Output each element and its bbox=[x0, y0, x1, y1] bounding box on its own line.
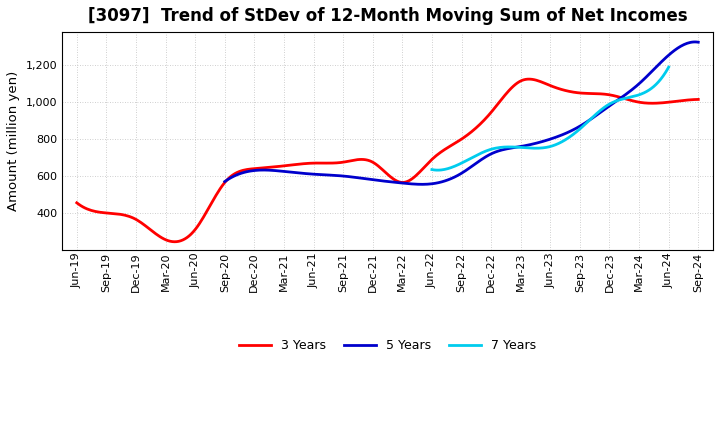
3 Years bbox=[170, 239, 179, 244]
3 Years bbox=[455, 138, 464, 143]
7 Years bbox=[428, 167, 437, 172]
Title: [3097]  Trend of StDev of 12-Month Moving Sum of Net Incomes: [3097] Trend of StDev of 12-Month Moving… bbox=[88, 7, 688, 25]
Line: 5 Years: 5 Years bbox=[225, 42, 698, 184]
3 Years bbox=[640, 100, 649, 106]
Line: 3 Years: 3 Years bbox=[77, 79, 698, 242]
5 Years bbox=[220, 179, 229, 184]
5 Years bbox=[504, 146, 513, 151]
5 Years bbox=[503, 146, 511, 151]
3 Years bbox=[75, 202, 84, 207]
3 Years bbox=[444, 144, 453, 150]
5 Years bbox=[512, 145, 521, 150]
7 Years bbox=[569, 132, 577, 137]
Legend: 3 Years, 5 Years, 7 Years: 3 Years, 5 Years, 7 Years bbox=[239, 339, 536, 352]
3 Years bbox=[442, 146, 451, 151]
5 Years bbox=[694, 40, 703, 45]
7 Years bbox=[665, 65, 673, 70]
7 Years bbox=[570, 132, 578, 137]
7 Years bbox=[433, 168, 442, 173]
5 Years bbox=[621, 92, 630, 97]
5 Years bbox=[418, 182, 427, 187]
5 Years bbox=[222, 178, 230, 183]
3 Years bbox=[73, 200, 81, 205]
3 Years bbox=[600, 92, 609, 97]
7 Years bbox=[628, 94, 636, 99]
Line: 7 Years: 7 Years bbox=[432, 67, 669, 170]
Y-axis label: Amount (million yen): Amount (million yen) bbox=[7, 71, 20, 211]
7 Years bbox=[643, 88, 652, 94]
3 Years bbox=[694, 97, 703, 102]
5 Years bbox=[651, 65, 660, 70]
7 Years bbox=[573, 128, 582, 133]
7 Years bbox=[428, 167, 436, 172]
5 Years bbox=[690, 39, 699, 44]
3 Years bbox=[526, 77, 534, 82]
